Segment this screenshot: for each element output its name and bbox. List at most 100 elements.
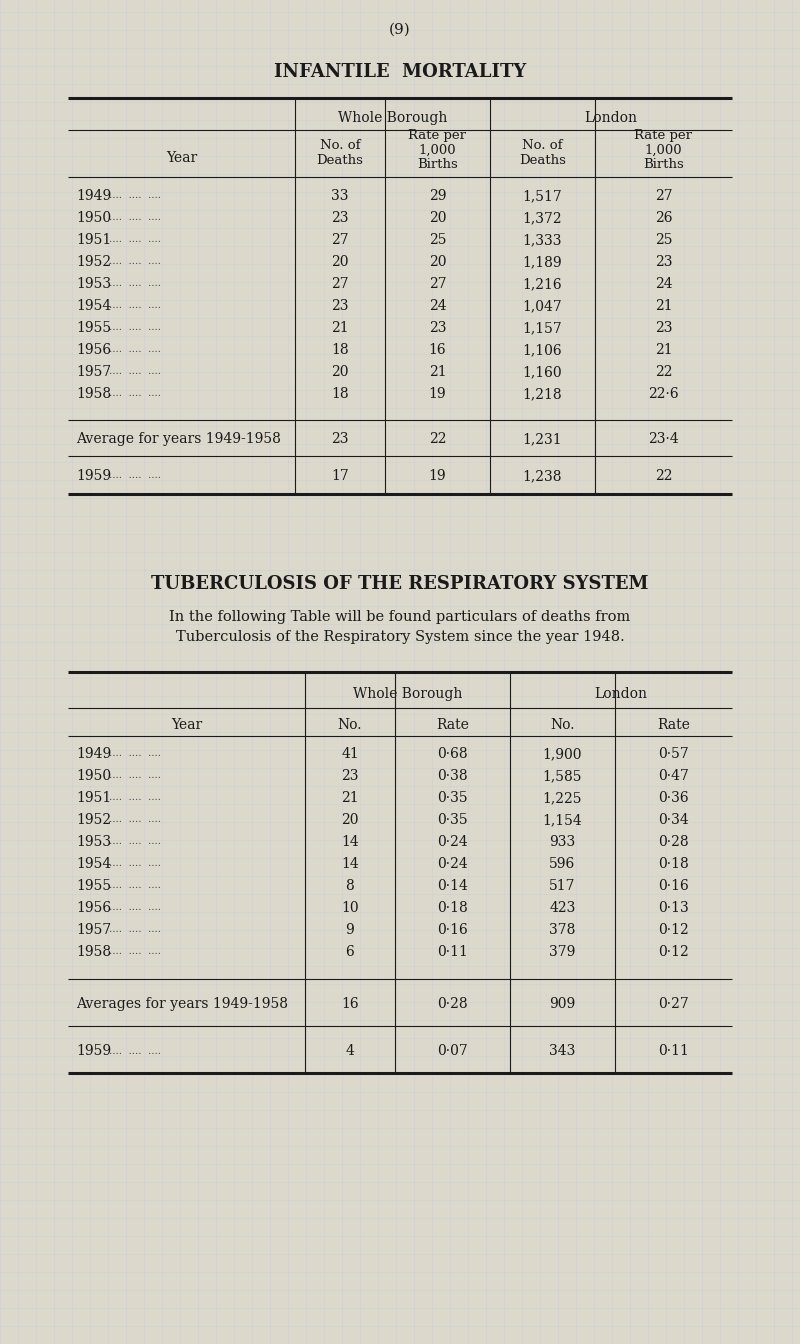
Text: 0·16: 0·16 — [437, 923, 468, 937]
Text: 1959: 1959 — [76, 469, 111, 482]
Text: INFANTILE  MORTALITY: INFANTILE MORTALITY — [274, 63, 526, 81]
Text: ....  ....  ....: .... .... .... — [109, 324, 161, 332]
Text: 21: 21 — [654, 298, 672, 313]
Text: 1,585: 1,585 — [542, 769, 582, 784]
Text: 0·34: 0·34 — [658, 813, 689, 827]
Text: 1,154: 1,154 — [542, 813, 582, 827]
Text: ....  ....  ....: .... .... .... — [109, 926, 161, 934]
Text: 23: 23 — [654, 321, 672, 335]
Text: 0·12: 0·12 — [658, 923, 689, 937]
Text: ....  ....  ....: .... .... .... — [109, 860, 161, 868]
Text: 1950: 1950 — [76, 211, 111, 224]
Text: 6: 6 — [346, 945, 354, 960]
Text: 19: 19 — [429, 387, 446, 401]
Text: ....  ....  ....: .... .... .... — [109, 191, 161, 200]
Text: 1955: 1955 — [76, 879, 111, 892]
Text: No.: No. — [338, 718, 362, 732]
Text: Rate: Rate — [657, 718, 690, 732]
Text: 1949: 1949 — [76, 190, 111, 203]
Text: 0·47: 0·47 — [658, 769, 689, 784]
Text: 1,218: 1,218 — [522, 387, 562, 401]
Text: 0·13: 0·13 — [658, 900, 689, 915]
Text: 23: 23 — [331, 298, 349, 313]
Text: ....  ....  ....: .... .... .... — [109, 837, 161, 847]
Text: 1954: 1954 — [76, 298, 111, 313]
Text: 0·38: 0·38 — [437, 769, 468, 784]
Text: 343: 343 — [550, 1044, 576, 1058]
Text: 0·68: 0·68 — [437, 747, 468, 761]
Text: 22: 22 — [654, 469, 672, 482]
Text: ....  ....  ....: .... .... .... — [109, 367, 161, 376]
Text: 0·35: 0·35 — [437, 792, 468, 805]
Text: 1,225: 1,225 — [542, 792, 582, 805]
Text: 18: 18 — [331, 343, 349, 358]
Text: ....  ....  ....: .... .... .... — [109, 214, 161, 223]
Text: 1954: 1954 — [76, 857, 111, 871]
Text: 1957: 1957 — [76, 923, 111, 937]
Text: 378: 378 — [550, 923, 576, 937]
Text: Rate per
1,000
Births: Rate per 1,000 Births — [409, 129, 466, 172]
Text: 22·6: 22·6 — [648, 387, 679, 401]
Text: 1,106: 1,106 — [522, 343, 562, 358]
Text: 517: 517 — [550, 879, 576, 892]
Text: 909: 909 — [550, 997, 576, 1011]
Text: 27: 27 — [331, 277, 349, 292]
Text: 0·18: 0·18 — [437, 900, 468, 915]
Text: 0·07: 0·07 — [437, 1044, 468, 1058]
Text: 20: 20 — [429, 211, 446, 224]
Text: 21: 21 — [341, 792, 359, 805]
Text: 0·18: 0·18 — [658, 857, 689, 871]
Text: 1,231: 1,231 — [522, 431, 562, 446]
Text: 21: 21 — [654, 343, 672, 358]
Text: 25: 25 — [654, 233, 672, 247]
Text: 8: 8 — [346, 879, 354, 892]
Text: ....  ....  ....: .... .... .... — [109, 882, 161, 891]
Text: Tuberculosis of the Respiratory System since the year 1948.: Tuberculosis of the Respiratory System s… — [176, 630, 624, 644]
Text: Whole Borough: Whole Borough — [353, 687, 462, 702]
Text: 16: 16 — [429, 343, 446, 358]
Text: 0·24: 0·24 — [437, 857, 468, 871]
Text: 26: 26 — [654, 211, 672, 224]
Text: 4: 4 — [346, 1044, 354, 1058]
Text: 23: 23 — [429, 321, 446, 335]
Text: Whole Borough: Whole Borough — [338, 112, 447, 125]
Text: 23: 23 — [654, 255, 672, 269]
Text: ....  ....  ....: .... .... .... — [109, 816, 161, 824]
Text: 1,216: 1,216 — [522, 277, 562, 292]
Text: 23: 23 — [331, 211, 349, 224]
Text: 0·28: 0·28 — [437, 997, 468, 1011]
Text: 1,189: 1,189 — [522, 255, 562, 269]
Text: 23: 23 — [331, 431, 349, 446]
Text: 1,160: 1,160 — [522, 366, 562, 379]
Text: Rate per
1,000
Births: Rate per 1,000 Births — [634, 129, 693, 172]
Text: ....  ....  ....: .... .... .... — [109, 771, 161, 781]
Text: 27: 27 — [429, 277, 446, 292]
Text: 1958: 1958 — [76, 387, 111, 401]
Text: Year: Year — [166, 151, 197, 165]
Text: 1951: 1951 — [76, 233, 111, 247]
Text: 1,900: 1,900 — [542, 747, 582, 761]
Text: 0·27: 0·27 — [658, 997, 689, 1011]
Text: 423: 423 — [550, 900, 576, 915]
Text: 24: 24 — [429, 298, 446, 313]
Text: 27: 27 — [654, 190, 672, 203]
Text: 0·14: 0·14 — [437, 879, 468, 892]
Text: London: London — [594, 687, 647, 702]
Text: 0·16: 0·16 — [658, 879, 689, 892]
Text: 10: 10 — [341, 900, 359, 915]
Text: 9: 9 — [346, 923, 354, 937]
Text: No. of
Deaths: No. of Deaths — [317, 138, 363, 167]
Text: 25: 25 — [429, 233, 446, 247]
Text: 20: 20 — [342, 813, 358, 827]
Text: 27: 27 — [331, 233, 349, 247]
Text: Averages for years 1949-1958: Averages for years 1949-1958 — [76, 997, 288, 1011]
Text: 0·36: 0·36 — [658, 792, 689, 805]
Text: 1,372: 1,372 — [522, 211, 562, 224]
Text: ....  ....  ....: .... .... .... — [109, 345, 161, 355]
Text: 18: 18 — [331, 387, 349, 401]
Text: Year: Year — [171, 718, 202, 732]
Text: 1,517: 1,517 — [522, 190, 562, 203]
Text: 14: 14 — [341, 835, 359, 849]
Text: 0·57: 0·57 — [658, 747, 689, 761]
Text: ....  ....  ....: .... .... .... — [109, 750, 161, 758]
